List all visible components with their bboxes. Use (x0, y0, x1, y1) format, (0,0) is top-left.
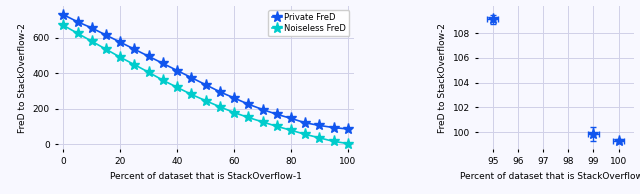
Private FreD (74, 21, 81, 23)
Noiseless FreD (230, 111, 238, 114)
Noiseless FreD (102, 48, 110, 50)
Noiseless FreD (330, 140, 337, 143)
Noiseless FreD (344, 142, 352, 145)
Line: Noiseless FreD: Noiseless FreD (58, 20, 353, 149)
Noiseless FreD (74, 32, 81, 35)
Private FreD (145, 55, 152, 57)
Noiseless FreD (316, 137, 323, 139)
Noiseless FreD (259, 121, 266, 123)
Noiseless FreD (131, 63, 138, 66)
Private FreD (316, 124, 323, 127)
Noiseless FreD (173, 86, 181, 88)
Private FreD (202, 84, 209, 86)
Noiseless FreD (88, 40, 95, 42)
Private FreD (273, 113, 280, 115)
Private FreD (159, 62, 167, 65)
Noiseless FreD (202, 100, 209, 102)
Y-axis label: FreD to StackOverflow-2: FreD to StackOverflow-2 (438, 23, 447, 133)
Private FreD (244, 103, 252, 105)
Private FreD (216, 91, 223, 93)
Private FreD (259, 108, 266, 111)
X-axis label: Percent of dataset that is StackOverflow-1: Percent of dataset that is StackOverflow… (109, 171, 301, 181)
Private FreD (230, 97, 238, 99)
Noiseless FreD (287, 129, 295, 131)
Y-axis label: FreD to StackOverflow-2: FreD to StackOverflow-2 (18, 23, 27, 133)
Noiseless FreD (273, 125, 280, 127)
Noiseless FreD (159, 79, 167, 81)
Private FreD (102, 34, 110, 36)
Line: Private FreD: Private FreD (58, 9, 353, 135)
Legend: Private FreD, Noiseless FreD: Private FreD, Noiseless FreD (268, 10, 349, 36)
Private FreD (131, 48, 138, 50)
Private FreD (116, 41, 124, 43)
Private FreD (330, 126, 337, 129)
Noiseless FreD (188, 93, 195, 96)
Noiseless FreD (301, 133, 309, 135)
Noiseless FreD (145, 71, 152, 74)
Noiseless FreD (116, 56, 124, 58)
Private FreD (287, 117, 295, 120)
Private FreD (301, 122, 309, 124)
Noiseless FreD (60, 24, 67, 26)
Private FreD (173, 69, 181, 72)
Private FreD (188, 76, 195, 79)
Private FreD (60, 14, 67, 16)
Private FreD (88, 27, 95, 29)
Noiseless FreD (244, 116, 252, 119)
Noiseless FreD (216, 106, 223, 108)
X-axis label: Percent of dataset that is StackOverflow-1: Percent of dataset that is StackOverflow… (460, 171, 640, 181)
Private FreD (344, 128, 352, 130)
